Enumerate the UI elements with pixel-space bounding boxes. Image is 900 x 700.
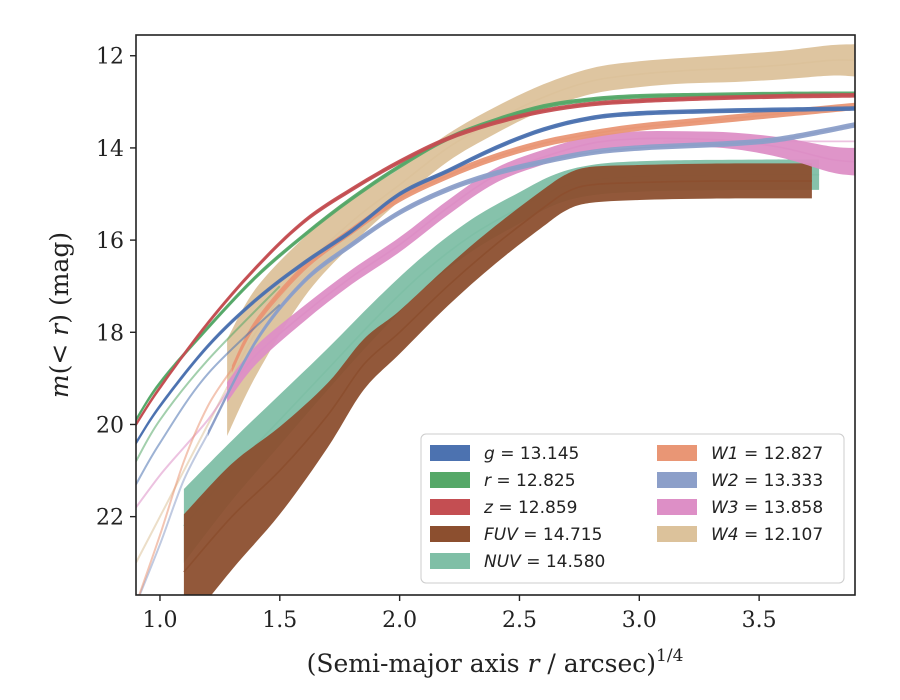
series-W1-line bbox=[231, 105, 855, 370]
series-W2-line bbox=[207, 124, 855, 435]
x-axis-ticks: 1.0 1.5 2.0 2.5 3.0 3.5 bbox=[142, 595, 777, 633]
legend-swatch bbox=[430, 526, 470, 542]
series-W2-inner-extension bbox=[138, 433, 209, 595]
legend-item-g: g = 13.145 bbox=[430, 444, 579, 464]
legend-swatch bbox=[430, 445, 470, 461]
legend-label: W2 = 13.333 bbox=[711, 471, 823, 491]
series-FUV bbox=[183, 163, 812, 595]
y-tick-label: 18 bbox=[96, 321, 124, 346]
legend-swatch bbox=[430, 472, 470, 488]
legend-swatch bbox=[657, 526, 697, 542]
series-FUV-band bbox=[183, 163, 812, 595]
y-tick-label: 16 bbox=[96, 229, 124, 254]
legend-item-W2: W2 = 13.333 bbox=[657, 471, 823, 491]
series-g bbox=[136, 106, 855, 485]
series-W1 bbox=[138, 102, 855, 595]
y-tick-label: 20 bbox=[96, 413, 124, 438]
legend-swatch bbox=[430, 499, 470, 515]
x-tick-label: 2.0 bbox=[382, 608, 417, 633]
series-g-line bbox=[136, 107, 855, 444]
series-z bbox=[136, 93, 855, 427]
legend-item-W1: W1 = 12.827 bbox=[657, 444, 823, 464]
legend-item-W3: W3 = 13.858 bbox=[657, 498, 823, 518]
x-tick-label: 1.5 bbox=[262, 608, 297, 633]
series-W2 bbox=[138, 122, 855, 595]
series-z-line bbox=[136, 94, 855, 425]
plot-frame bbox=[135, 34, 856, 596]
x-tick-label: 1.0 bbox=[142, 608, 177, 633]
legend-label: FUV = 14.715 bbox=[484, 525, 602, 545]
x-tick-label: 3.5 bbox=[742, 608, 777, 633]
legend-swatch bbox=[657, 445, 697, 461]
series-W1-inner-extension bbox=[138, 368, 233, 595]
legend-label: W3 = 13.858 bbox=[711, 498, 823, 518]
series-W3-inner-extension bbox=[136, 391, 228, 509]
series-FUV-line bbox=[183, 180, 812, 573]
x-tick-label: 3.0 bbox=[622, 608, 657, 633]
legend-item-r: r = 12.825 bbox=[430, 471, 576, 491]
y-tick-label: 22 bbox=[96, 506, 124, 531]
legend-label: r = 12.825 bbox=[484, 471, 576, 491]
legend-item-FUV: FUV = 14.715 bbox=[430, 525, 602, 545]
legend-box bbox=[420, 433, 845, 584]
y-axis-label: m(< r) (mag) bbox=[45, 232, 74, 398]
legend-swatch bbox=[657, 499, 697, 515]
series-layer bbox=[136, 44, 855, 595]
legend-item-W4: W4 = 12.107 bbox=[657, 525, 823, 545]
legend-label: NUV = 14.580 bbox=[484, 552, 605, 572]
legend-label: g = 13.145 bbox=[484, 444, 579, 464]
legend-item-NUV: NUV = 14.580 bbox=[430, 552, 605, 572]
y-axis-ticks: 12 14 16 18 20 22 bbox=[96, 45, 136, 531]
series-W3-line bbox=[226, 137, 855, 393]
x-tick-label: 2.5 bbox=[502, 608, 537, 633]
legend-swatch bbox=[657, 472, 697, 488]
series-W3-band bbox=[227, 130, 855, 403]
y-tick-label: 12 bbox=[96, 45, 124, 70]
series-g-inner-extension bbox=[136, 303, 281, 485]
series-r-band bbox=[136, 91, 855, 423]
legend-swatch bbox=[430, 553, 470, 569]
legend: g = 13.145 r = 12.825 z = 12.859 FUV = 14.7… bbox=[420, 433, 845, 584]
x-axis-label: (Semi-major axis r / arcsec)1/4 bbox=[307, 646, 684, 678]
legend-item-z: z = 12.859 bbox=[430, 498, 577, 518]
legend-label: z = 12.859 bbox=[483, 498, 577, 518]
legend-label: W4 = 12.107 bbox=[711, 525, 823, 545]
legend-label: W1 = 12.827 bbox=[711, 444, 823, 464]
y-tick-label: 14 bbox=[96, 137, 124, 162]
series-r-inner-extension bbox=[136, 285, 281, 462]
series-W4-band bbox=[227, 44, 855, 436]
